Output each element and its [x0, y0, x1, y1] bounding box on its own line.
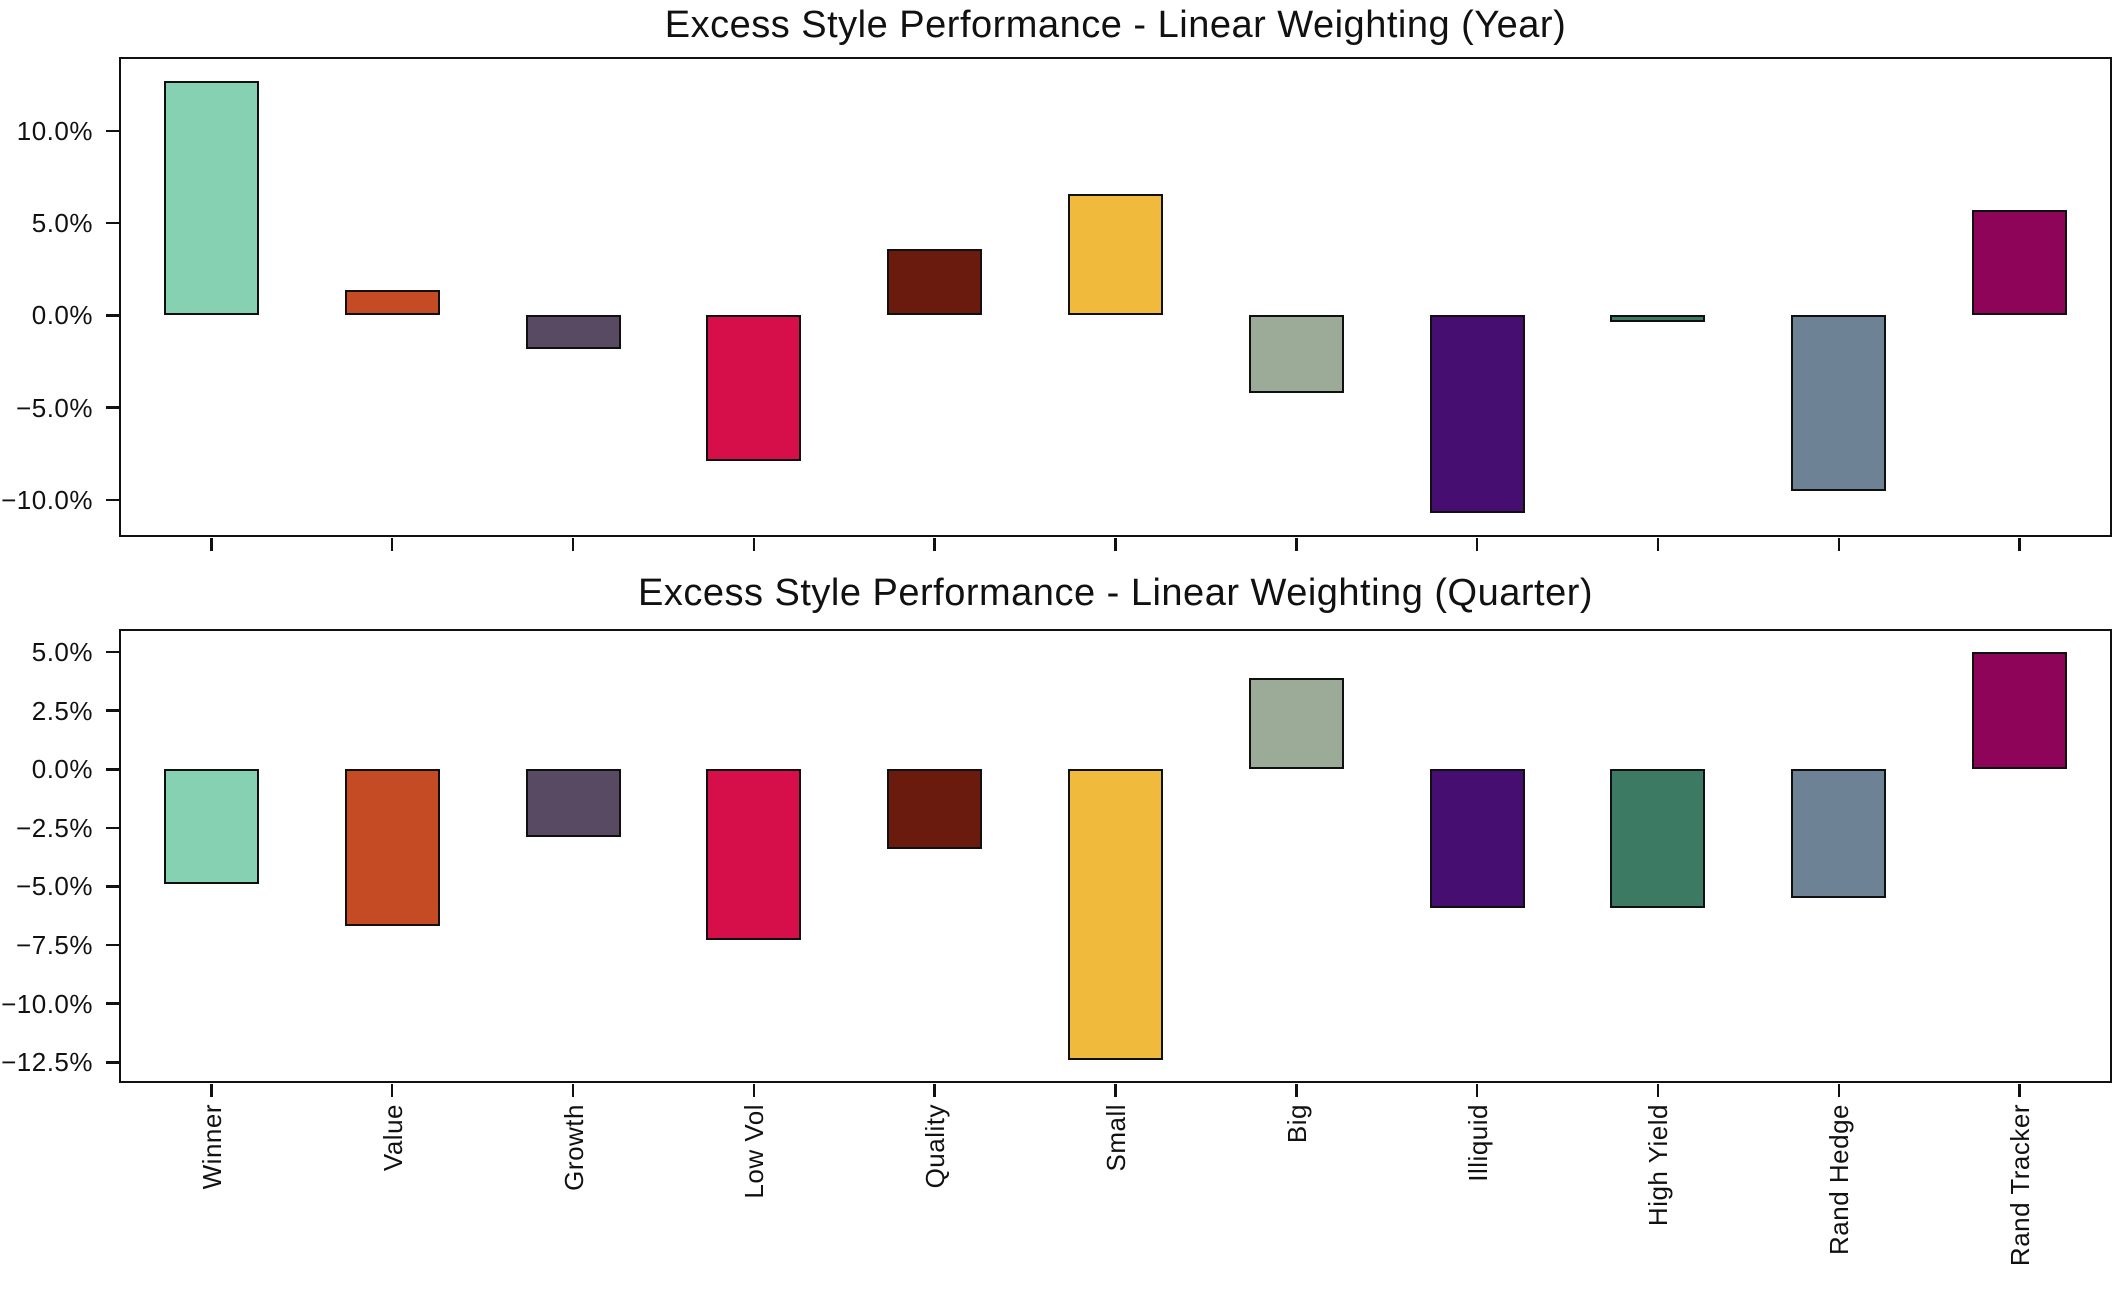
bar-year-winner — [163, 81, 259, 316]
x-tick-quarter — [933, 1083, 936, 1097]
bar-year-quality — [887, 249, 983, 316]
x-label-high-yield: High Yield — [1643, 1104, 1674, 1227]
bar-quarter-illiquid — [1429, 769, 1525, 908]
y-tick-quarter — [105, 768, 119, 771]
y-tick-year — [105, 406, 119, 409]
plot-area-quarter: 5.0% 2.5% 0.0% −2.5% −5.0% −7.5% −10.0% −12.5% — [1, 629, 2112, 1097]
x-tick-year — [933, 537, 936, 551]
y-tick-label-quarter: −7.5% — [16, 930, 93, 961]
y-tick-quarter — [105, 709, 119, 712]
y-tick-label-quarter: −5.0% — [16, 871, 93, 902]
x-tick-year — [1837, 537, 1841, 551]
bar-year-low-vol — [706, 315, 802, 462]
bar-quarter-low-vol — [706, 769, 802, 941]
bar-year-big — [1248, 315, 1344, 393]
bar-year-small — [1068, 193, 1163, 316]
y-tick-year — [105, 314, 119, 317]
chart-title-quarter: Excess Style Performance - Linear Weight… — [637, 572, 1594, 614]
x-label-illiquid: Illiquid — [1462, 1104, 1493, 1182]
y-tick-label-quarter: −10.0% — [1, 988, 93, 1019]
y-tick-label-quarter: −2.5% — [16, 812, 93, 843]
y-tick-quarter — [105, 885, 119, 888]
bar-quarter-big — [1248, 677, 1344, 770]
y-tick-label-year: 0.0% — [31, 300, 93, 331]
x-tick-quarter — [390, 1083, 394, 1097]
y-tick-quarter — [105, 650, 119, 654]
x-tick-year — [1295, 537, 1298, 551]
x-label-low-vol: Low Vol — [739, 1104, 770, 1199]
y-tick-label-quarter: 0.0% — [31, 754, 93, 785]
bar-quarter-high-yield — [1610, 769, 1706, 908]
x-label-growth: Growth — [558, 1104, 589, 1191]
bar-quarter-quality — [887, 769, 983, 849]
y-tick-quarter — [105, 943, 119, 947]
x-label-value: Value — [377, 1104, 408, 1172]
plot-area-year: 10.0% 5.0% 0.0% −5.0% −10.0% — [1, 57, 2112, 551]
x-label-winner: Winner — [196, 1104, 227, 1190]
bar-quarter-rand-tracker — [1972, 652, 2068, 770]
x-tick-quarter — [1475, 1083, 1479, 1097]
bar-quarter-value — [344, 769, 440, 927]
x-label-rand-hedge: Rand Hedge — [1824, 1104, 1855, 1255]
x-tick-quarter — [1837, 1083, 1841, 1097]
x-tick-quarter — [571, 1083, 575, 1097]
y-tick-label-quarter: −12.5% — [1, 1047, 93, 1078]
bar-quarter-winner — [163, 769, 259, 885]
bar-quarter-small — [1068, 769, 1163, 1060]
bar-year-growth — [525, 315, 621, 349]
y-tick-quarter — [105, 826, 119, 830]
bar-quarter-rand-hedge — [1791, 769, 1887, 899]
x-tick-quarter — [1656, 1083, 1660, 1097]
x-tick-year — [752, 537, 756, 551]
x-tick-year — [210, 537, 213, 551]
x-tick-year — [571, 537, 575, 551]
x-tick-quarter — [2018, 1083, 2021, 1097]
x-label-quality: Quality — [920, 1104, 951, 1189]
x-tick-year — [2018, 537, 2021, 551]
x-tick-year — [1656, 537, 1660, 551]
bar-year-high-yield — [1610, 315, 1706, 323]
y-tick-quarter — [105, 1061, 119, 1064]
bar-year-value — [344, 289, 440, 316]
y-tick-year — [105, 129, 119, 133]
bar-quarter-growth — [525, 769, 621, 838]
x-label-small: Small — [1101, 1104, 1131, 1172]
x-tick-quarter — [1114, 1083, 1117, 1097]
x-tick-year — [1114, 537, 1117, 551]
x-label-rand-tracker: Rand Tracker — [2005, 1104, 2036, 1267]
x-tick-year — [1475, 537, 1479, 551]
x-tick-quarter — [752, 1083, 756, 1097]
y-tick-label-quarter: 5.0% — [31, 637, 93, 668]
y-tick-year — [105, 498, 119, 502]
x-tick-quarter — [1295, 1083, 1298, 1097]
y-tick-label-year: −10.0% — [1, 484, 93, 515]
x-tick-year — [390, 537, 394, 551]
y-tick-year — [105, 221, 119, 225]
bar-year-rand-hedge — [1791, 315, 1887, 491]
y-tick-label-year: 5.0% — [31, 208, 93, 239]
x-label-big: Big — [1281, 1104, 1312, 1144]
chart-title-year: Excess Style Performance - Linear Weight… — [664, 4, 1567, 46]
bar-year-illiquid — [1429, 315, 1525, 513]
y-tick-label-quarter: 2.5% — [31, 695, 93, 726]
y-tick-quarter — [105, 1002, 119, 1005]
bar-year-rand-tracker — [1972, 210, 2068, 316]
x-tick-quarter — [210, 1083, 213, 1097]
y-tick-label-year: 10.0% — [16, 115, 93, 146]
y-tick-label-year: −5.0% — [16, 392, 93, 423]
